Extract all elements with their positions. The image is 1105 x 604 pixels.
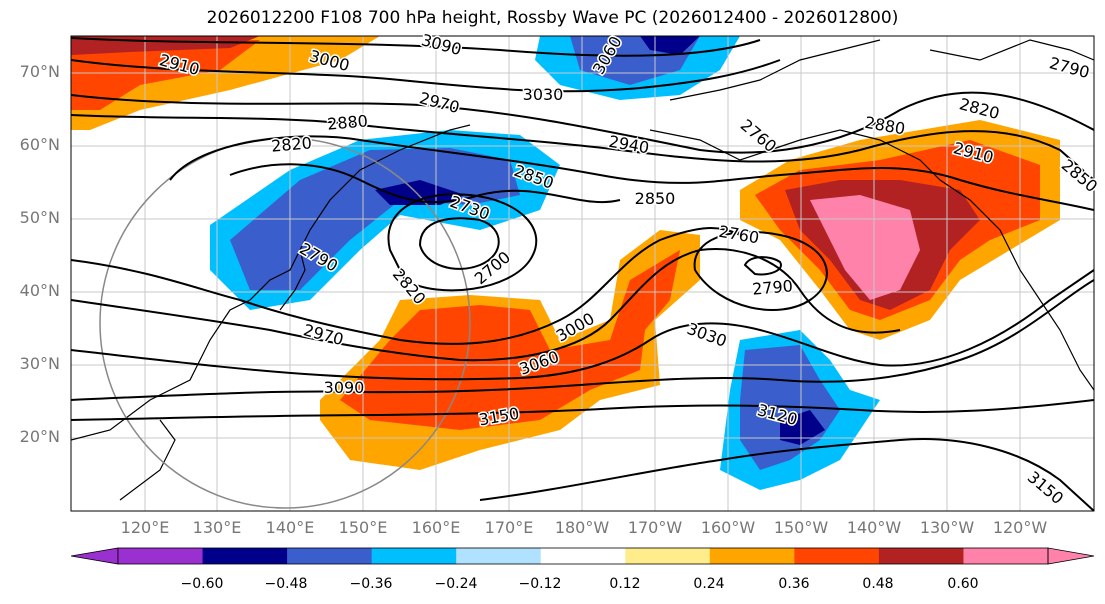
map-title: 2026012200 F108 700 hPa height, Rossby W… bbox=[206, 8, 899, 28]
colorbar-tick: 0.60 bbox=[947, 576, 979, 592]
lon-label-180w: 180°W bbox=[554, 518, 610, 537]
lon-label-120e: 120°E bbox=[120, 518, 170, 537]
lon-label-140e: 140°E bbox=[265, 518, 315, 537]
contour-label: 3030 bbox=[523, 85, 564, 104]
colorbar-tick: 0.24 bbox=[693, 576, 725, 592]
lon-label-130e: 130°E bbox=[192, 518, 242, 537]
colorbar-bin bbox=[794, 548, 880, 564]
lat-label-30n: 30°N bbox=[19, 354, 60, 373]
colorbar-bin bbox=[878, 548, 964, 564]
colorbar-bin bbox=[456, 548, 542, 564]
height-contours bbox=[71, 37, 1094, 511]
colorbar-tick: −0.60 bbox=[180, 576, 224, 592]
lon-label-130w: 130°W bbox=[919, 518, 975, 537]
lon-label-160w: 160°W bbox=[700, 518, 756, 537]
colorbar-tick: −0.36 bbox=[349, 576, 393, 592]
colorbar-tick: −0.12 bbox=[518, 576, 562, 592]
contour-label: 2790 bbox=[751, 276, 793, 298]
contour-label: 2850 bbox=[635, 189, 676, 208]
lat-label-50n: 50°N bbox=[19, 208, 60, 227]
lon-label-170w: 170°W bbox=[627, 518, 683, 537]
positive-anomaly-top-left-core bbox=[71, 40, 260, 110]
lon-label-150w: 150°W bbox=[773, 518, 829, 537]
colorbar-extend-low bbox=[70, 547, 119, 565]
graticule bbox=[71, 36, 1094, 511]
contour-label: 3090 bbox=[324, 378, 365, 397]
negative-anomaly-nw-pacific-peak bbox=[375, 180, 465, 205]
lon-label-160e: 160°E bbox=[411, 518, 461, 537]
colorbar-extend-high bbox=[1047, 547, 1095, 565]
lon-label-150e: 150°E bbox=[338, 518, 388, 537]
lon-label-170e: 170°E bbox=[484, 518, 534, 537]
colorbar-tick: −0.24 bbox=[434, 576, 478, 592]
lat-label-20n: 20°N bbox=[19, 427, 60, 446]
colorbar-tick: 0.36 bbox=[778, 576, 810, 592]
colorbar-bin bbox=[625, 548, 711, 564]
lat-label-60n: 60°N bbox=[19, 135, 60, 154]
colorbar-bin bbox=[371, 548, 457, 564]
contour-label: 2880 bbox=[326, 111, 368, 133]
colorbar-frame bbox=[117, 547, 1049, 565]
colorbar-tick: 0.12 bbox=[609, 576, 641, 592]
colorbar bbox=[70, 547, 1095, 565]
positive-anomaly-ne-pacific-peak bbox=[810, 195, 920, 300]
colorbar-bin bbox=[709, 548, 795, 564]
negative-anomaly-subtropical-peak bbox=[780, 410, 825, 445]
lon-label-120w: 120°W bbox=[992, 518, 1048, 537]
colorbar-bin bbox=[118, 548, 204, 564]
coastlines bbox=[71, 39, 1094, 501]
contour-label: 2820 bbox=[270, 133, 312, 155]
colorbar-bin bbox=[287, 548, 373, 564]
colorbar-bin bbox=[202, 548, 288, 564]
lat-label-40n: 40°N bbox=[19, 281, 60, 300]
colorbar-bin bbox=[963, 548, 1049, 564]
colorbar-tick: 0.48 bbox=[862, 576, 894, 592]
positive-anomaly-central-pacific-core bbox=[340, 250, 680, 430]
lat-label-70n: 70°N bbox=[19, 62, 60, 81]
colorbar-tick: −0.48 bbox=[264, 576, 308, 592]
colorbar-bin bbox=[540, 548, 626, 564]
lon-label-140w: 140°W bbox=[846, 518, 902, 537]
